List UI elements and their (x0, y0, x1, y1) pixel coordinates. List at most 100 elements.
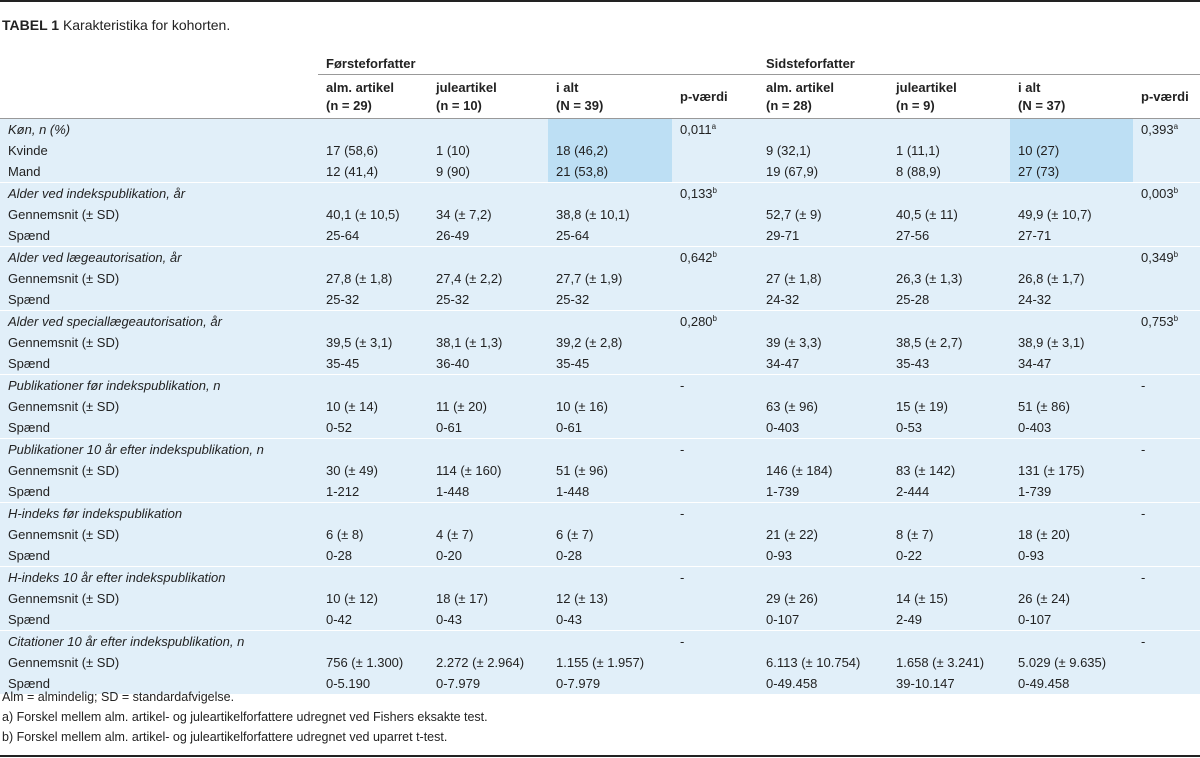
cell (672, 140, 759, 161)
header-cell (0, 42, 318, 75)
row-label: Gennemsnit (± SD) (0, 204, 318, 225)
data-cell: 27-56 (888, 225, 1011, 247)
cell (428, 502, 548, 524)
cell (1133, 161, 1200, 183)
p-value-text: - (680, 506, 685, 521)
data-cell: 1-739 (758, 481, 889, 503)
row-label: Gennemsnit (± SD) (0, 268, 318, 289)
p-value-text: 0,133 (680, 186, 713, 201)
cell (1010, 118, 1134, 140)
column-header: juleartikel (n = 10) (428, 74, 548, 119)
cell (548, 310, 672, 332)
row-label: Spænd (0, 225, 318, 247)
cell (1133, 268, 1200, 289)
p-value: 0,003b (1133, 182, 1200, 204)
data-cell: 30 (± 49) (318, 460, 428, 481)
cell (888, 118, 1011, 140)
row-label: Kvinde (0, 140, 318, 161)
row-label: Gennemsnit (± SD) (0, 332, 318, 353)
data-cell: 18 (± 20) (1010, 524, 1134, 545)
data-cell: 0-107 (758, 609, 889, 631)
data-cell: 8 (± 7) (888, 524, 1011, 545)
data-cell: 10 (± 14) (318, 396, 428, 417)
column-header: i alt (N = 39) (548, 74, 672, 119)
row-label: Gennemsnit (± SD) (0, 460, 318, 481)
cell (428, 182, 548, 204)
section-heading: Publikationer før indekspublikation, n (0, 374, 318, 396)
row-label: Spænd (0, 545, 318, 567)
data-cell: 12 (± 13) (548, 588, 672, 609)
p-value-text: 0,393 (1141, 122, 1174, 137)
p-value-text: - (680, 570, 685, 585)
section-heading: H-indeks 10 år efter indekspublikation (0, 566, 318, 588)
data-cell: 6 (± 7) (548, 524, 672, 545)
data-cell: 34-47 (1010, 353, 1134, 375)
data-cell: 0-403 (758, 417, 889, 439)
data-cell: 1-212 (318, 481, 428, 503)
cell (758, 246, 889, 268)
section-heading: Publikationer 10 år efter indekspublikat… (0, 438, 318, 460)
data-cell: 146 (± 184) (758, 460, 889, 481)
data-cell: 40,5 (± 11) (888, 204, 1011, 225)
cell (1010, 374, 1134, 396)
section-heading: Citationer 10 år efter indekspublikation… (0, 630, 318, 652)
data-cell: 756 (± 1.300) (318, 652, 428, 673)
data-cell: 9 (32,1) (758, 140, 889, 161)
cell (1010, 502, 1134, 524)
data-cell: 21 (± 22) (758, 524, 889, 545)
cell (318, 438, 428, 460)
data-cell: 29 (± 26) (758, 588, 889, 609)
data-cell: 0-43 (548, 609, 672, 631)
cell (1010, 310, 1134, 332)
data-cell: 34 (± 7,2) (428, 204, 548, 225)
data-row: Gennemsnit (± SD) 39,5 (± 3,1) 38,1 (± 1,3… (0, 332, 1200, 353)
data-cell: 0-93 (758, 545, 889, 567)
data-cell: 2-444 (888, 481, 1011, 503)
column-header: juleartikel (n = 9) (888, 74, 1011, 119)
cell (318, 566, 428, 588)
data-cell: 35-43 (888, 353, 1011, 375)
data-cell: 26,8 (± 1,7) (1010, 268, 1134, 289)
p-value-text: 0,280 (680, 314, 713, 329)
column-header-line: p-værdi (1141, 88, 1189, 104)
cell (758, 310, 889, 332)
group-header-row: Førsteforfatter Sidsteforfatter (0, 42, 1200, 75)
row-label: Gennemsnit (± SD) (0, 652, 318, 673)
cell (672, 225, 759, 247)
data-cell: 131 (± 175) (1010, 460, 1134, 481)
data-cell: 0-42 (318, 609, 428, 631)
data-row: Gennemsnit (± SD) 756 (± 1.300) 2.272 (± 2… (0, 652, 1200, 673)
cell (672, 460, 759, 481)
p-value: 0,011a (672, 118, 759, 140)
p-value: - (672, 566, 759, 588)
column-header: i alt (N = 37) (1010, 74, 1134, 119)
p-value: - (672, 630, 759, 652)
table-label: TABEL 1 (2, 17, 60, 33)
data-cell: 0-61 (428, 417, 548, 439)
section-heading-row: Publikationer før indekspublikation, n - - (0, 374, 1200, 396)
p-value-note: b (712, 250, 717, 259)
table: Førsteforfatter Sidsteforfatter alm. artik… (0, 42, 1200, 694)
data-cell: 1.658 (± 3.241) (888, 652, 1011, 673)
footnote: b) Forskel mellem alm. artikel- og julea… (2, 730, 448, 744)
p-value-text: - (1141, 634, 1146, 649)
p-value-text: - (680, 378, 685, 393)
data-cell: 38,1 (± 1,3) (428, 332, 548, 353)
p-value-text: - (1141, 378, 1146, 393)
data-cell: 24-32 (1010, 289, 1134, 311)
p-value-note: b (712, 314, 717, 323)
p-value-note: b (1173, 250, 1179, 259)
p-value: - (1133, 438, 1200, 460)
footnote: a) Forskel mellem alm. artikel- og julea… (2, 710, 488, 724)
data-cell: 49,9 (± 10,7) (1010, 204, 1134, 225)
data-cell: 26-49 (428, 225, 548, 247)
column-header-line: (n = 29) (326, 97, 372, 113)
cell (428, 438, 548, 460)
column-header-line: i alt (1018, 79, 1041, 95)
data-cell: 21 (53,8) (548, 161, 672, 183)
p-value: - (672, 502, 759, 524)
section-heading-row: Alder ved speciallægeautorisation, år 0,2… (0, 310, 1200, 332)
data-cell: 27-71 (1010, 225, 1134, 247)
p-value: - (1133, 566, 1200, 588)
cell (1133, 225, 1200, 247)
